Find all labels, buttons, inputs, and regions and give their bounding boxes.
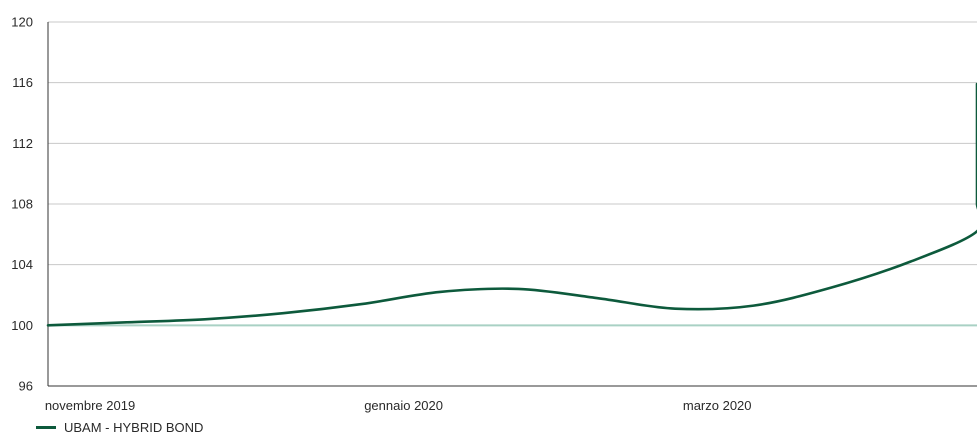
series-lines — [46, 82, 977, 327]
legend-swatch — [36, 426, 56, 429]
x-tick-label: novembre 2019 — [45, 398, 135, 413]
x-tick-label: gennaio 2020 — [364, 398, 443, 413]
y-tick-label: 120 — [11, 15, 33, 30]
y-tick-label: 108 — [11, 197, 33, 212]
y-tick-label: 100 — [11, 318, 33, 333]
y-tick-label: 104 — [11, 257, 33, 272]
y-tick-labels: 96 100 104 108 112 116 120 — [11, 15, 33, 394]
y-tick-label: 116 — [12, 75, 33, 90]
legend-label: UBAM - HYBRID BOND — [64, 420, 204, 435]
gridlines — [48, 21, 977, 326]
y-tick-label: 112 — [12, 136, 33, 151]
y-tick-label: 96 — [19, 379, 33, 394]
legend: UBAM - HYBRID BOND — [36, 420, 203, 435]
x-tick-label: marzo 2020 — [683, 398, 752, 413]
series-line — [46, 82, 977, 327]
